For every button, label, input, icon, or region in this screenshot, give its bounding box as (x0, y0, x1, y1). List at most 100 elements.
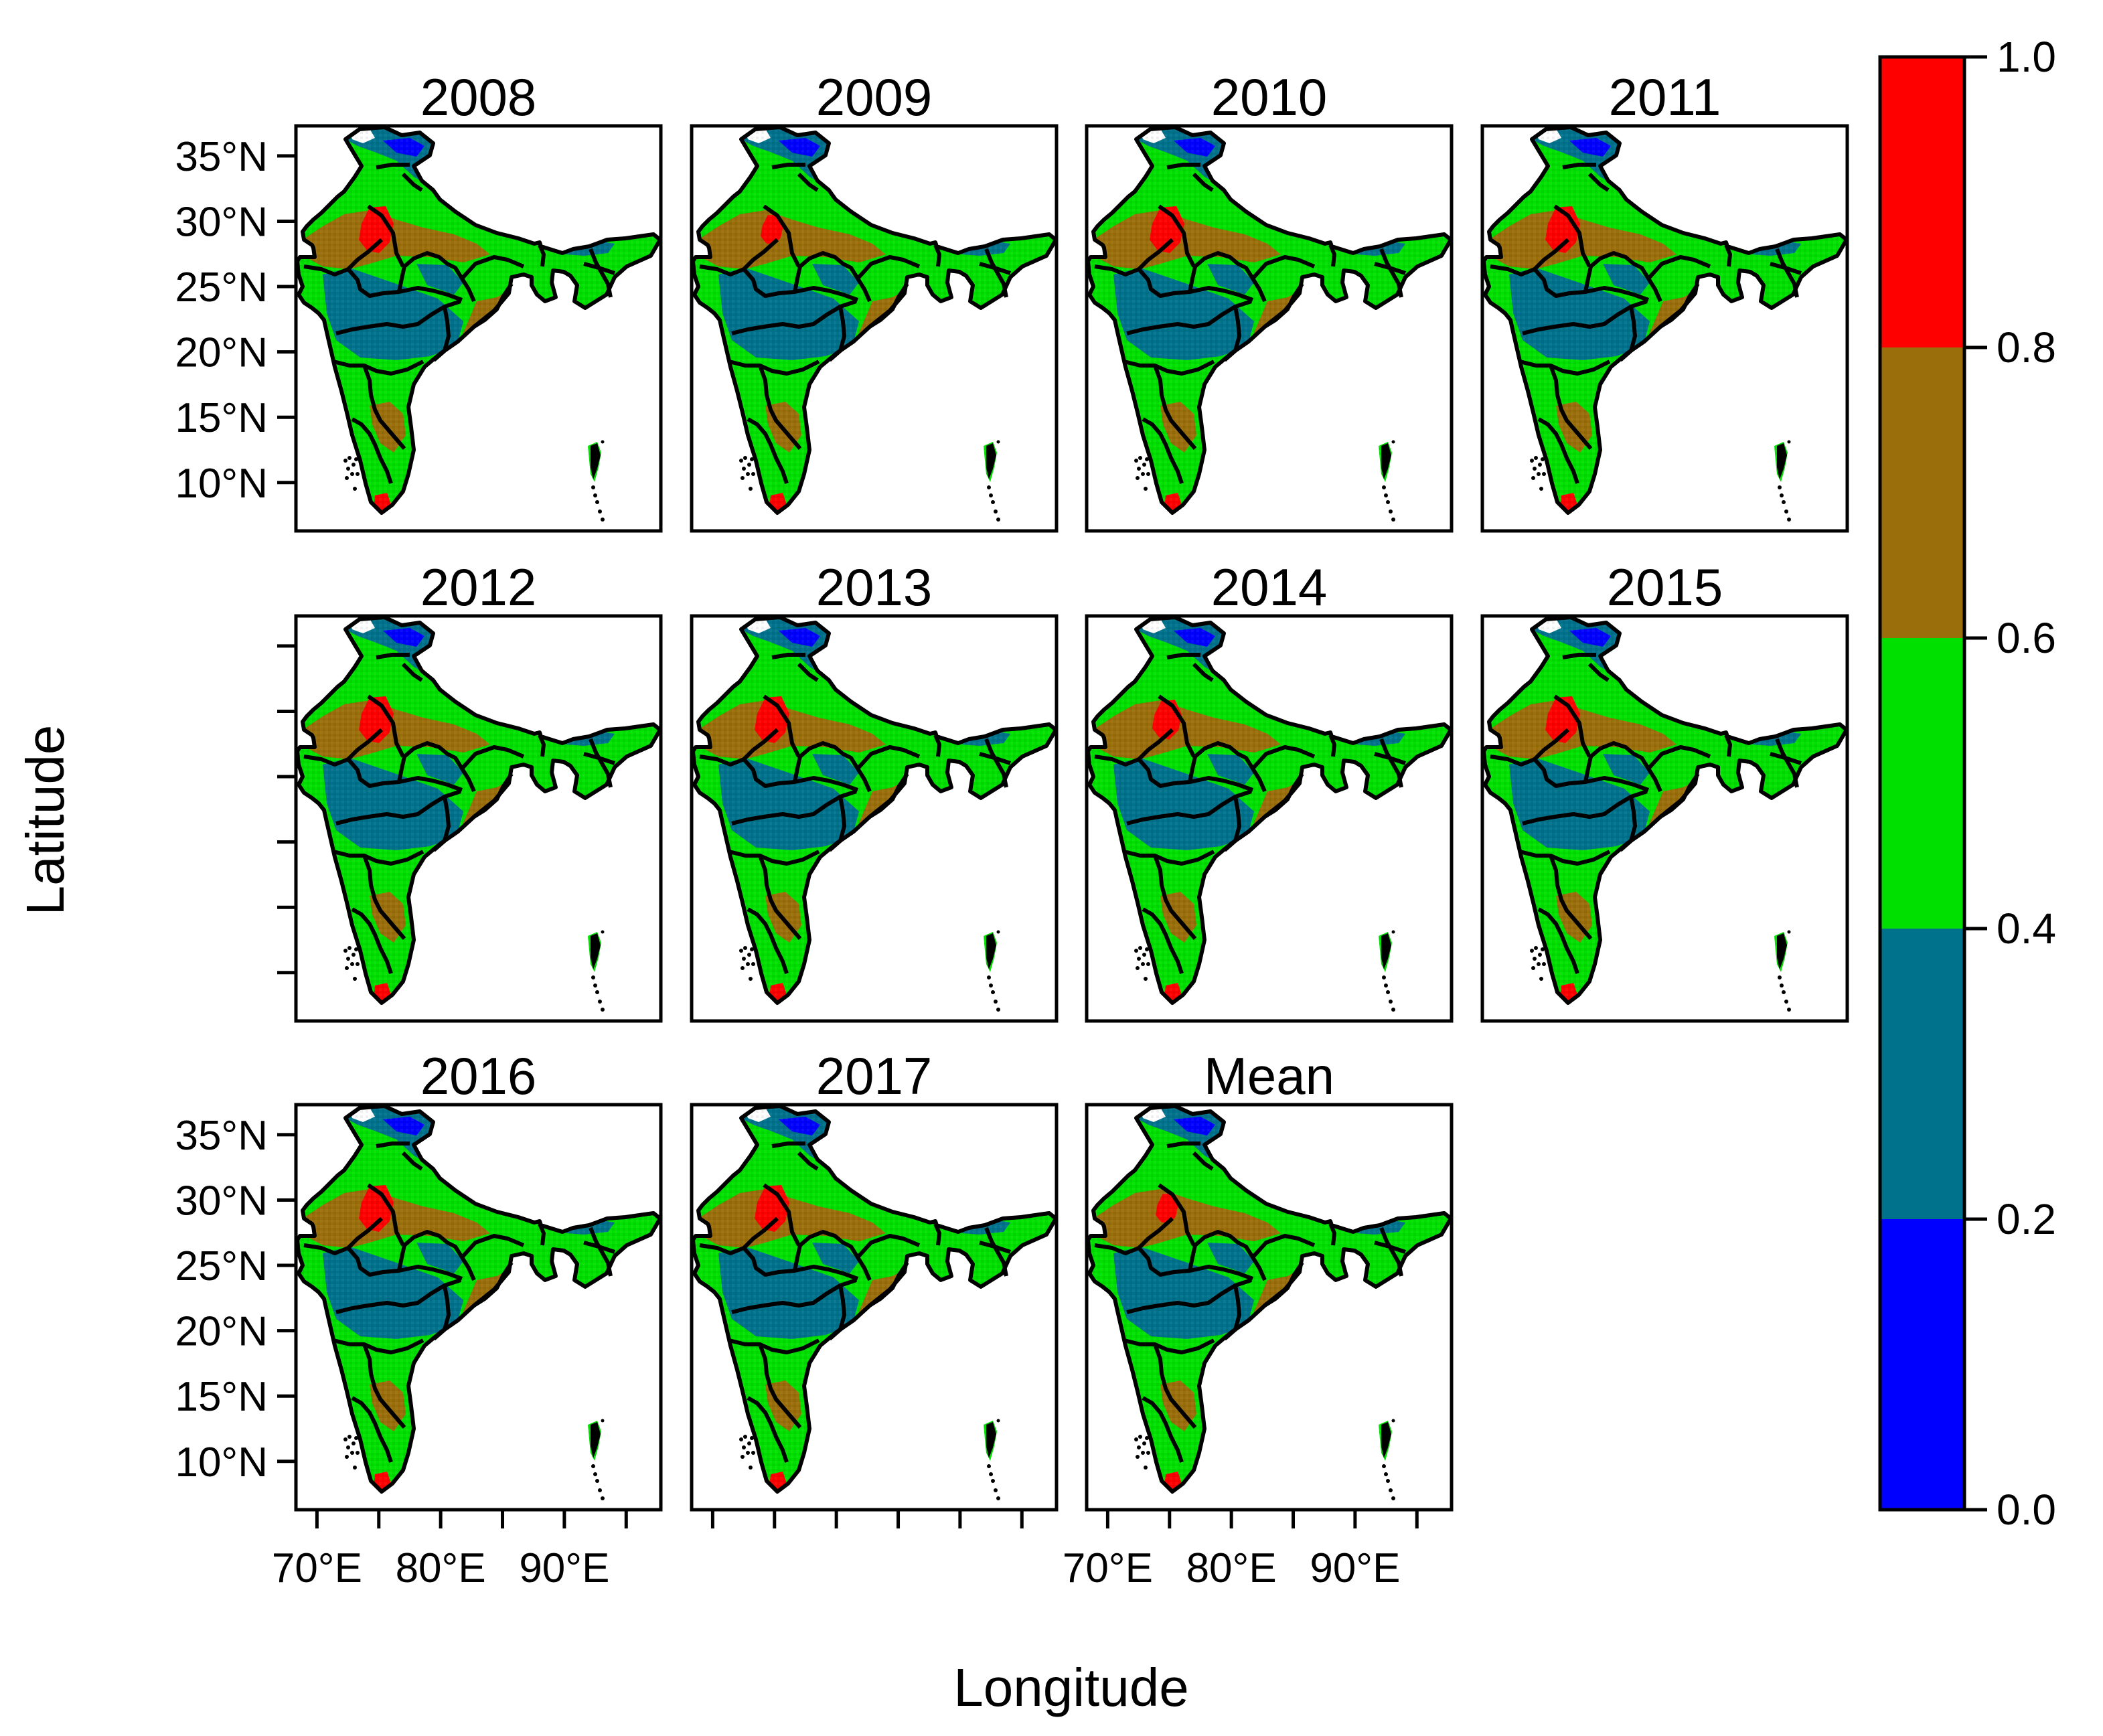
state-border (1587, 662, 1610, 682)
state-border (362, 854, 406, 940)
state-border (984, 248, 1008, 298)
lakshadweep-islands (1530, 456, 1546, 491)
state-border (1379, 248, 1403, 298)
lon-tick-label: 80°E (1186, 1545, 1277, 1591)
state-border (758, 1343, 802, 1429)
lakshadweep-islands (739, 456, 755, 491)
state-border (473, 773, 514, 819)
map-panel: 2017 (690, 1046, 1059, 1512)
state-border (1251, 1234, 1316, 1259)
state-border (1549, 364, 1593, 450)
lat-tick-label: 10°N (175, 461, 268, 507)
map-panel: Mean (1085, 1046, 1454, 1512)
state-border (397, 251, 476, 303)
panel-title: 2009 (816, 68, 933, 127)
colorbar-tick-label: 0.8 (1997, 323, 2056, 372)
lat-tick-label: 20°N (175, 330, 268, 376)
state-border (1137, 268, 1254, 302)
state-border (1775, 248, 1799, 298)
lat-tick-label: 15°N (175, 1374, 268, 1420)
state-border (1646, 745, 1711, 771)
panel-frame (294, 614, 663, 1023)
state-border (538, 244, 546, 267)
state-border (1562, 163, 1596, 169)
state-border (362, 1343, 406, 1429)
state-border (771, 653, 805, 659)
lat-tick-label: 30°N (175, 1178, 268, 1224)
state-border (1123, 850, 1215, 866)
map-panel: 2013 (690, 558, 1059, 1023)
state-border (1192, 662, 1214, 682)
x-axis-title: Longitude (953, 1658, 1188, 1717)
state-border (1562, 653, 1596, 659)
state-border (1519, 850, 1611, 866)
panel-title: 2017 (816, 1046, 933, 1105)
state-border (433, 1285, 451, 1341)
state-border (1724, 244, 1732, 267)
state-border (1188, 1230, 1267, 1281)
state-border (793, 741, 872, 793)
state-border (742, 1247, 859, 1281)
panel-frame (1480, 614, 1849, 1023)
state-border (1251, 745, 1316, 771)
state-border (1659, 773, 1700, 819)
state-border (1537, 417, 1579, 484)
state-border (984, 1227, 1008, 1277)
state-border (728, 850, 820, 866)
map-panel: 2012 (294, 558, 663, 1023)
state-border (333, 1338, 424, 1354)
state-border (1223, 796, 1241, 852)
state-border (797, 172, 819, 192)
state-border (1583, 741, 1662, 793)
state-border (1251, 255, 1316, 281)
map-panel: 2014 (1085, 558, 1454, 1023)
state-border (1137, 758, 1254, 792)
lakshadweep-islands (343, 1435, 360, 1470)
state-border (473, 283, 514, 329)
state-border (1522, 789, 1648, 825)
state-border (335, 299, 461, 335)
state-border (362, 364, 406, 450)
panel-title: 2010 (1211, 68, 1328, 127)
state-border (1724, 734, 1732, 757)
state-border (747, 1396, 789, 1463)
panel-title: 2013 (816, 558, 933, 617)
state-border (1142, 907, 1184, 974)
state-border (1126, 789, 1252, 825)
panel-frame (1085, 124, 1454, 533)
state-border (367, 1183, 405, 1247)
state-border (397, 1230, 476, 1281)
state-border (797, 1151, 819, 1171)
state-border (763, 204, 801, 268)
map-panel: 2015 (1480, 558, 1849, 1023)
state-border (1223, 1285, 1241, 1341)
andaman-islands (1777, 930, 1791, 1012)
state-border (346, 1247, 463, 1281)
lon-tick-label: 70°E (272, 1545, 362, 1591)
state-border (1553, 694, 1591, 758)
panel-title: 2008 (420, 68, 537, 127)
map-panel: 2016 (294, 1046, 663, 1512)
state-border (1328, 244, 1336, 267)
state-border (401, 1151, 423, 1171)
colorbar-bin (1880, 929, 1964, 1219)
panel-frame (1480, 124, 1849, 533)
andaman-islands (986, 1419, 1000, 1500)
andaman-islands (986, 440, 1000, 522)
lat-tick-label: 35°N (175, 134, 268, 180)
state-border (1158, 1183, 1196, 1247)
colorbar-frame (1878, 55, 1966, 1512)
state-border (1659, 283, 1700, 329)
andaman-islands (986, 930, 1000, 1012)
state-border (731, 1278, 857, 1314)
state-border (376, 163, 410, 169)
state-border (1126, 1278, 1252, 1314)
panel-frame (690, 124, 1059, 533)
state-border (771, 163, 805, 169)
state-border (333, 850, 424, 866)
state-border (346, 268, 463, 302)
state-border (747, 417, 789, 484)
state-border (346, 758, 463, 792)
state-border (376, 1141, 410, 1148)
